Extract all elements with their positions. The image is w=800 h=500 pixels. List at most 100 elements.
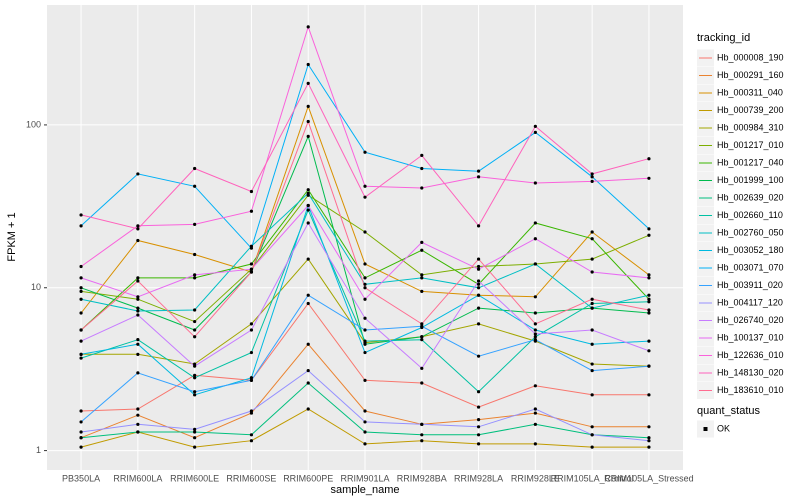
data-point: [533, 237, 537, 241]
data-point: [249, 433, 254, 437]
data-point: [363, 230, 367, 234]
shape-legend-label: OK: [717, 423, 730, 433]
data-point: [647, 273, 651, 277]
data-point: [420, 324, 424, 328]
x-tick-label: RRIM928LE: [511, 473, 560, 483]
data-point: [647, 276, 651, 280]
x-tick-label: RRIM105LA_Control: [551, 473, 634, 483]
data-point: [363, 342, 367, 346]
data-point: [420, 248, 424, 252]
data-point: [79, 224, 83, 228]
data-point: [590, 237, 594, 241]
data-point: [420, 366, 424, 370]
data-point: [420, 289, 424, 293]
x-tick-label: RRIM600PE: [283, 473, 333, 483]
data-point: [306, 104, 310, 108]
data-point: [249, 439, 254, 443]
data-point: [193, 276, 197, 280]
data-point: [79, 430, 83, 434]
data-point: [249, 378, 254, 382]
data-point: [249, 409, 254, 413]
data-point: [647, 436, 651, 440]
data-point: [79, 276, 83, 280]
data-point: [136, 338, 140, 342]
data-point: [363, 350, 367, 355]
data-point: [363, 420, 367, 424]
data-point: [79, 339, 83, 343]
data-point: [420, 433, 424, 437]
data-point: [136, 413, 140, 417]
data-point: [533, 262, 537, 266]
data-point: [420, 439, 424, 443]
data-point: [249, 350, 254, 355]
data-point: [647, 297, 651, 301]
legend-label: Hb_001217_040: [717, 157, 784, 167]
data-point: [249, 209, 254, 213]
data-point: [136, 313, 140, 317]
data-point: [193, 364, 197, 368]
data-point: [647, 157, 651, 161]
data-point: [249, 267, 254, 271]
data-point: [79, 445, 83, 449]
data-point: [476, 279, 481, 283]
data-point: [590, 393, 594, 397]
data-point: [476, 175, 481, 179]
data-point: [193, 166, 197, 171]
data-point: [136, 342, 140, 346]
data-point: [136, 407, 140, 411]
y-axis-title: FPKM + 1: [6, 212, 18, 261]
legend-label: Hb_002760_050: [717, 227, 784, 237]
data-point: [193, 430, 197, 434]
data-point: [136, 238, 140, 243]
data-point: [476, 390, 481, 394]
data-point: [533, 442, 537, 446]
data-point: [647, 439, 651, 443]
data-point: [306, 203, 310, 208]
data-point: [590, 297, 594, 301]
data-point: [647, 227, 651, 231]
data-point: [420, 335, 424, 339]
data-point: [590, 172, 594, 176]
data-point: [363, 297, 367, 301]
data-point: [647, 300, 651, 304]
data-point: [306, 208, 310, 212]
data-point: [193, 335, 197, 339]
data-point: [136, 276, 140, 280]
data-point: [306, 221, 310, 225]
data-point: [306, 257, 310, 261]
data-point: [647, 233, 651, 237]
legend-label: Hb_000739_200: [717, 105, 784, 115]
legend-label: Hb_002639_020: [717, 192, 784, 202]
data-point: [533, 335, 537, 339]
y-tick-label: 10: [31, 282, 41, 292]
data-point: [363, 316, 367, 320]
data-point: [79, 297, 83, 301]
data-point: [647, 308, 651, 312]
data-point: [476, 293, 481, 297]
data-point: [306, 119, 310, 124]
data-point: [476, 354, 481, 358]
data-point: [249, 322, 254, 326]
data-point: [136, 227, 140, 231]
x-tick-label: RRIM600LA: [113, 473, 162, 483]
shape-legend-swatch: [703, 427, 708, 431]
data-point: [420, 276, 424, 280]
data-point: [136, 279, 140, 283]
data-point: [363, 430, 367, 434]
data-point: [249, 246, 254, 250]
data-point: [420, 153, 424, 157]
x-tick-label: RRIM928BA: [397, 473, 447, 483]
data-point: [79, 420, 83, 424]
data-point: [533, 295, 537, 299]
data-point: [533, 124, 537, 128]
x-tick-label: RRIM600LE: [170, 473, 219, 483]
data-point: [193, 319, 197, 324]
data-point: [476, 442, 481, 446]
legend-title: tracking_id: [697, 32, 750, 44]
y-tick-label: 1: [36, 445, 41, 455]
data-point: [647, 425, 651, 429]
data-point: [647, 445, 651, 449]
data-point: [193, 252, 197, 257]
data-point: [647, 349, 651, 353]
data-point: [647, 176, 651, 180]
